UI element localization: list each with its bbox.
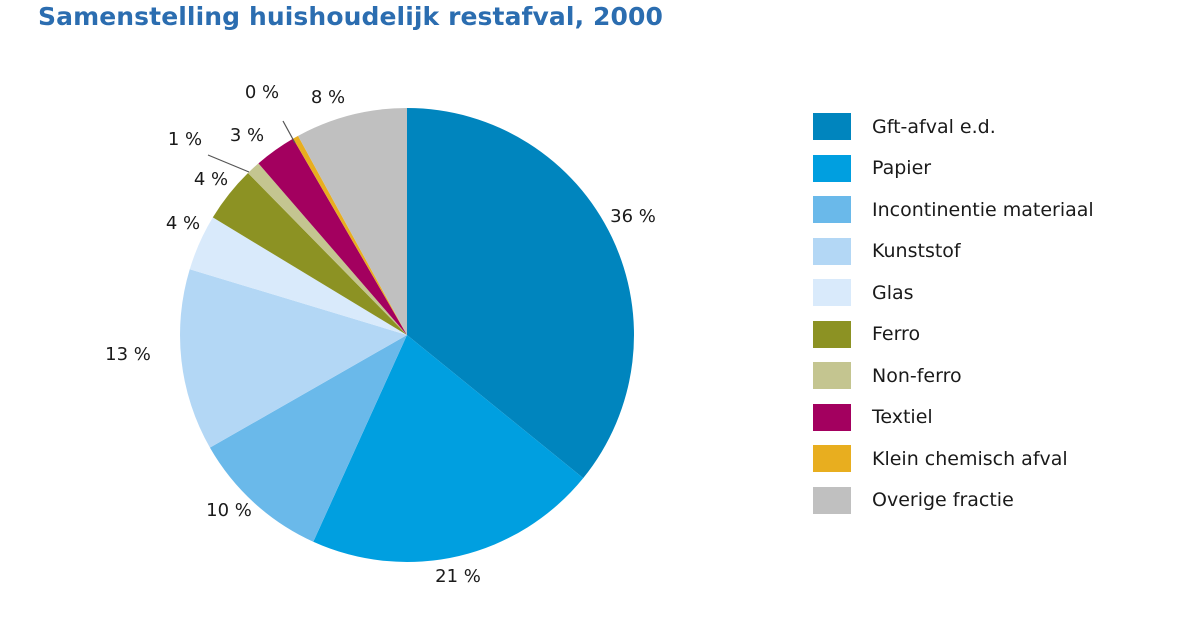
leader-line-9 <box>282 120 296 144</box>
legend-swatch <box>813 445 851 473</box>
legend-item-5: Glas <box>813 272 1094 314</box>
leader-line-7 <box>207 154 250 173</box>
pie-slice-5 <box>189 217 407 335</box>
legend-item-8: Textiel <box>813 397 1094 439</box>
slice-label-7: 1 % <box>168 129 202 150</box>
pie-slice-4 <box>180 269 407 448</box>
pie-slice-1 <box>407 108 634 479</box>
legend-swatch <box>813 279 851 307</box>
legend-label: Papier <box>872 157 932 180</box>
pie-slice-6 <box>212 172 407 335</box>
legend-label: Non-ferro <box>872 364 962 387</box>
slice-label-3: 10 % <box>206 500 252 521</box>
chart-title: Samenstelling huishoudelijk restafval, 2… <box>38 2 663 31</box>
legend-label: Incontinentie materiaal <box>872 198 1094 221</box>
slice-label-2: 21 % <box>435 566 481 587</box>
legend-item-10: Overige fractie <box>813 480 1094 522</box>
legend-label: Textiel <box>872 406 933 429</box>
slice-label-9: 0 % <box>245 82 279 103</box>
legend-swatch <box>813 154 851 182</box>
legend-item-6: Ferro <box>813 314 1094 356</box>
legend-label: Klein chemisch afval <box>872 447 1068 470</box>
pie-slice-8 <box>258 138 407 335</box>
pie-slice-7 <box>248 163 407 335</box>
pie-slice-10 <box>298 108 407 335</box>
pie-slice-2 <box>313 335 584 562</box>
slice-label-5: 4 % <box>166 213 200 234</box>
legend-item-3: Incontinentie materiaal <box>813 189 1094 231</box>
slice-label-6: 4 % <box>194 169 228 190</box>
slice-label-4: 13 % <box>105 344 151 365</box>
legend-item-4: Kunststof <box>813 231 1094 273</box>
legend-label: Gft-afval e.d. <box>872 115 996 138</box>
legend-label: Glas <box>872 281 914 304</box>
legend-swatch <box>813 196 851 224</box>
pie-slice-9 <box>293 135 407 335</box>
legend-swatch <box>813 486 851 514</box>
pie-slice-3 <box>209 335 407 542</box>
slice-label-8: 3 % <box>230 125 264 146</box>
legend-label: Ferro <box>872 323 921 346</box>
legend-item-1: Gft-afval e.d. <box>813 106 1094 148</box>
legend-item-7: Non-ferro <box>813 355 1094 397</box>
legend: Gft-afval e.d. Papier Incontinentie materi… <box>813 106 1094 521</box>
legend-swatch <box>813 320 851 348</box>
legend-swatch <box>813 403 851 431</box>
legend-item-2: Papier <box>813 148 1094 190</box>
legend-item-9: Klein chemisch afval <box>813 438 1094 480</box>
legend-label: Kunststof <box>872 240 961 263</box>
legend-swatch <box>813 362 851 390</box>
slice-label-10: 8 % <box>311 87 345 108</box>
legend-label: Overige fractie <box>872 489 1014 512</box>
slice-label-1: 36 % <box>610 206 656 227</box>
legend-swatch <box>813 113 851 141</box>
legend-swatch <box>813 237 851 265</box>
